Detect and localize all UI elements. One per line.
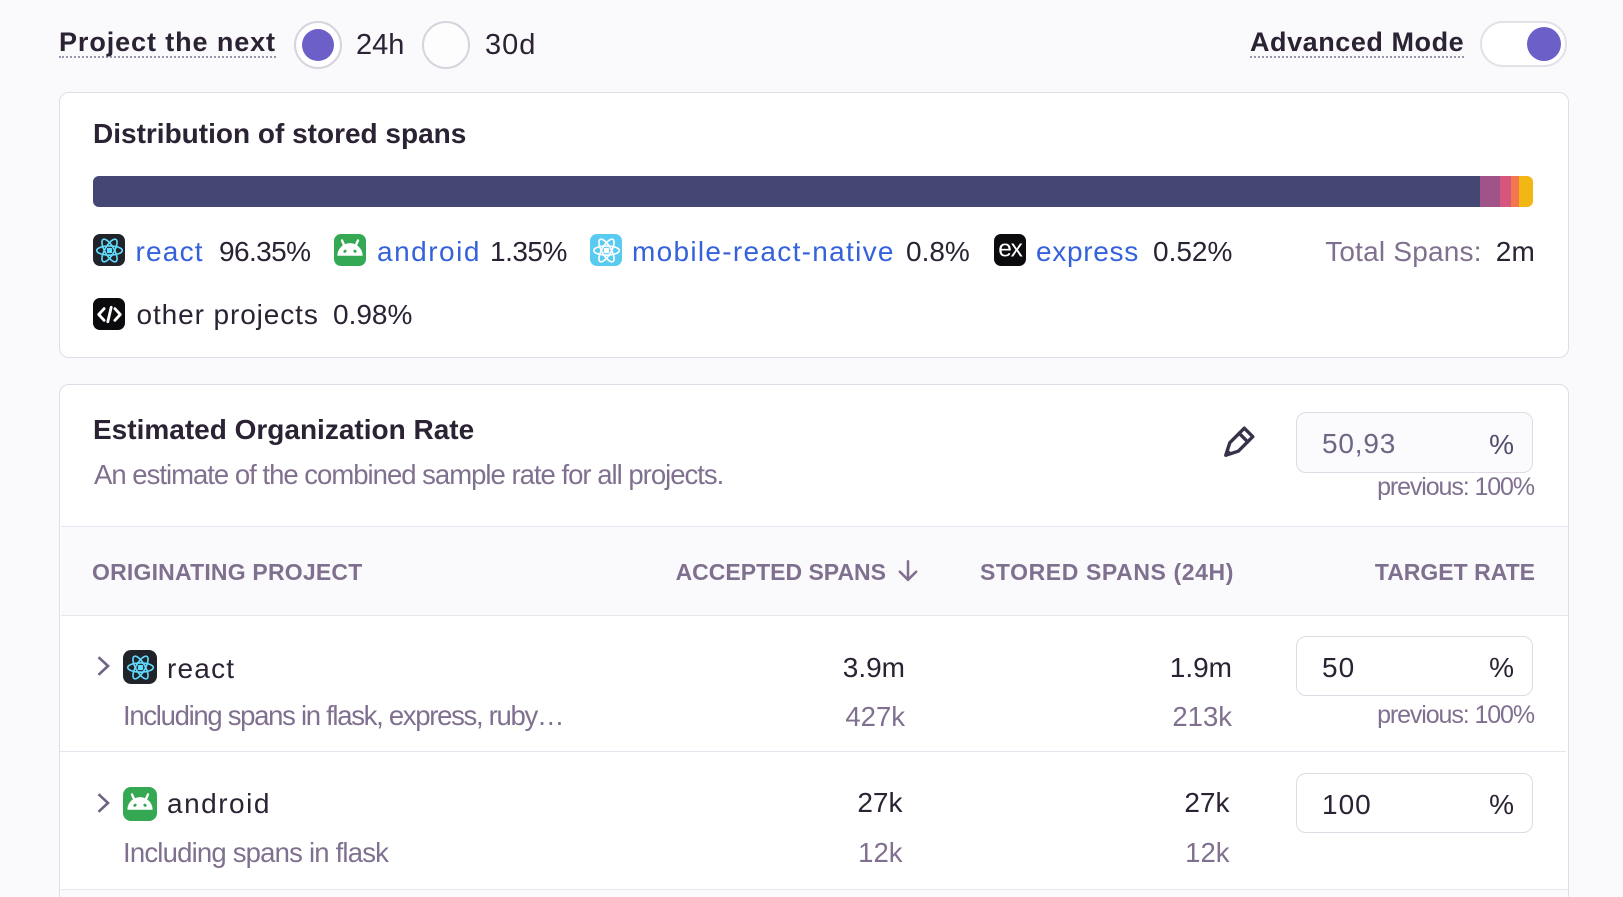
svg-text:ex: ex xyxy=(998,236,1022,263)
